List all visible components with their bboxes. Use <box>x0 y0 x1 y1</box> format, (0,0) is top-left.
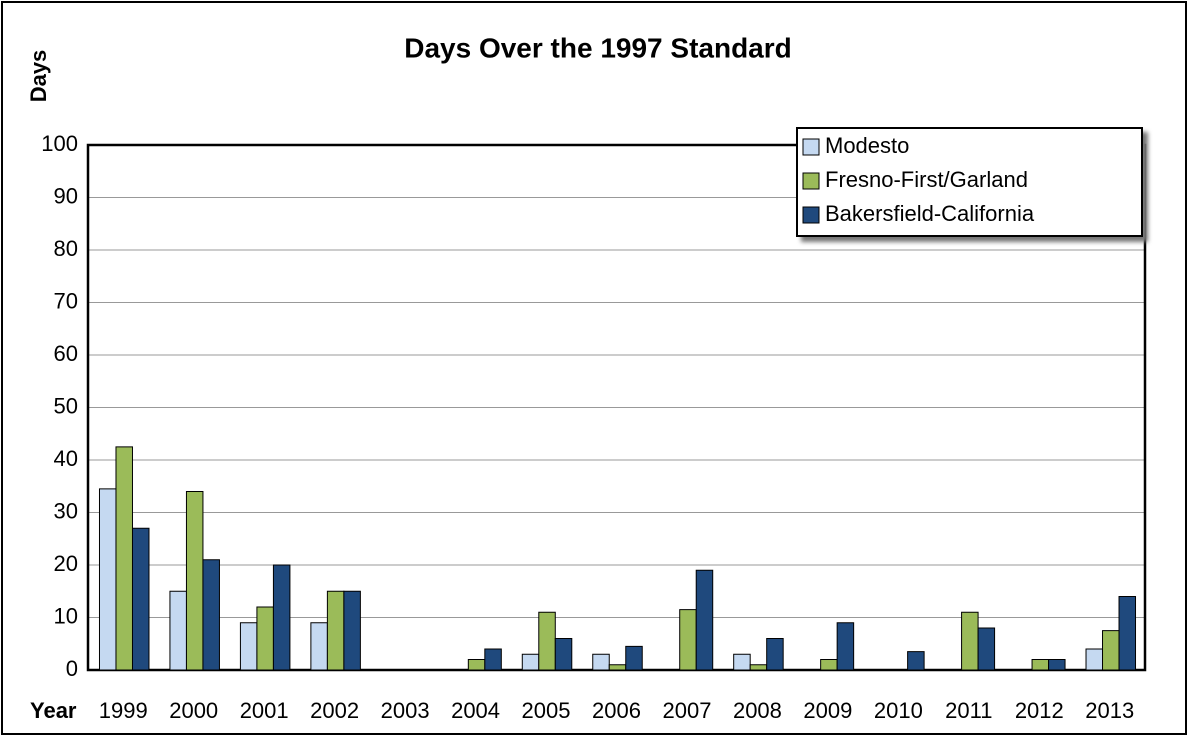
x-tick-label: 2002 <box>310 698 359 723</box>
legend-swatch <box>802 206 820 224</box>
x-tick-label: 2013 <box>1085 698 1134 723</box>
x-tick-label: 2003 <box>381 698 430 723</box>
bar <box>484 648 502 671</box>
legend-label: Bakersfield-California <box>825 201 1035 226</box>
bar <box>343 590 361 671</box>
bar <box>961 611 979 671</box>
bar <box>202 559 220 671</box>
x-axis-label: Year <box>30 698 77 723</box>
y-tick-label: 0 <box>66 656 78 681</box>
x-tick-label: 2006 <box>592 698 641 723</box>
x-tick-label: 2004 <box>451 698 500 723</box>
legend-box <box>796 127 1143 237</box>
x-tick-label: 2008 <box>733 698 782 723</box>
bar <box>256 606 274 671</box>
bar <box>98 488 117 671</box>
legend-label: Fresno-First/Garland <box>825 167 1028 192</box>
bar <box>625 645 643 671</box>
bar <box>521 653 540 671</box>
y-axis-label: Days <box>26 50 51 103</box>
bar <box>695 569 714 671</box>
bar <box>1118 596 1137 671</box>
legend: Modesto Fresno-First/Garland Bakersfield-C… <box>796 127 1143 237</box>
x-tick-label: 2009 <box>803 698 852 723</box>
bar <box>467 659 486 671</box>
bar <box>1085 648 1104 671</box>
y-tick-label: 40 <box>54 446 78 471</box>
y-tick-label: 90 <box>54 183 78 208</box>
x-tick-label: 2010 <box>874 698 923 723</box>
bar <box>554 638 573 671</box>
bar <box>977 627 996 671</box>
bar <box>836 622 855 671</box>
x-tick-label: 2000 <box>169 698 218 723</box>
y-tick-label: 80 <box>54 236 78 261</box>
x-tick-label: 1999 <box>99 698 148 723</box>
bar <box>131 527 150 671</box>
y-tick-label: 10 <box>54 603 78 628</box>
x-tick-label: 2011 <box>945 698 992 723</box>
bar <box>310 622 328 671</box>
bar <box>749 664 768 671</box>
bar <box>820 659 838 671</box>
x-tick-label: 2005 <box>522 698 571 723</box>
x-tick-label: 2001 <box>240 698 289 723</box>
bar <box>185 491 204 671</box>
bar <box>538 611 556 671</box>
y-tick-label: 30 <box>54 498 78 523</box>
x-tick-label: 2012 <box>1015 698 1064 723</box>
y-tick-label: 70 <box>54 288 78 313</box>
bar <box>1102 630 1120 671</box>
y-tick-label: 50 <box>54 393 78 418</box>
legend-label: Modesto <box>825 133 909 158</box>
bar <box>907 651 925 671</box>
bar <box>169 590 187 671</box>
x-tick-label: 2007 <box>662 698 711 723</box>
bar <box>1048 659 1066 671</box>
legend-swatch <box>802 172 820 190</box>
bar <box>733 653 751 671</box>
bar <box>766 638 784 671</box>
y-tick-label: 100 <box>41 131 78 156</box>
y-tick-label: 60 <box>54 341 78 366</box>
bar <box>592 653 610 671</box>
chart-title: Days Over the 1997 Standard <box>404 32 792 63</box>
bar <box>679 609 697 671</box>
bar <box>239 622 258 671</box>
bar <box>1031 659 1050 671</box>
bar <box>272 564 291 671</box>
bar <box>115 446 133 671</box>
bar <box>608 664 627 671</box>
legend-swatch <box>802 138 820 156</box>
bar <box>326 590 345 671</box>
y-tick-label: 20 <box>54 551 78 576</box>
